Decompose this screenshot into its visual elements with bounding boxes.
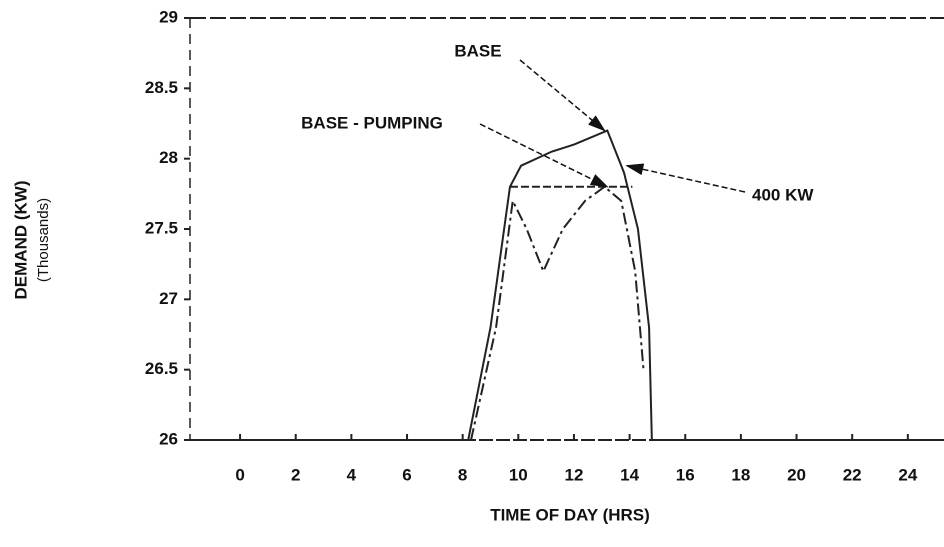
series-line [470, 185, 645, 441]
annotation: BASE - PUMPING [301, 113, 443, 132]
y-tick-label: 26 [159, 429, 178, 448]
y-tick-label: 27.5 [145, 218, 178, 237]
x-tick-label: 4 [347, 465, 357, 484]
annotation-arrow [479, 123, 609, 188]
y-axis-label: DEMAND (KW) [11, 181, 30, 300]
y-axis-sublabel: (Thousands) [35, 198, 52, 282]
series-line [190, 129, 944, 441]
y-tick-label: 28.5 [145, 78, 178, 97]
y-tick-label: 27 [159, 289, 178, 308]
x-tick-label: 10 [509, 465, 528, 484]
x-tick-label: 0 [235, 465, 244, 484]
x-axis-label: TIME OF DAY (HRS) [490, 505, 650, 524]
y-tick-label: 26.5 [145, 359, 178, 378]
y-tick-label: 28 [159, 148, 178, 167]
annotation-arrow [625, 163, 746, 193]
x-tick-label: 8 [458, 465, 467, 484]
annotation: 400 KW [752, 185, 814, 204]
x-tick-label: 2 [291, 465, 300, 484]
y-tick-label: 29 [159, 7, 178, 26]
x-tick-label: 14 [620, 465, 639, 484]
x-tick-label: 18 [731, 465, 750, 484]
x-tick-label: 6 [402, 465, 411, 484]
x-tick-label: 22 [843, 465, 862, 484]
x-tick-label: 24 [898, 465, 917, 484]
annotation-arrow [519, 59, 606, 132]
annotation: BASE [454, 41, 501, 60]
x-tick-label: 12 [564, 465, 583, 484]
x-tick-label: 16 [676, 465, 695, 484]
x-tick-label: 20 [787, 465, 806, 484]
